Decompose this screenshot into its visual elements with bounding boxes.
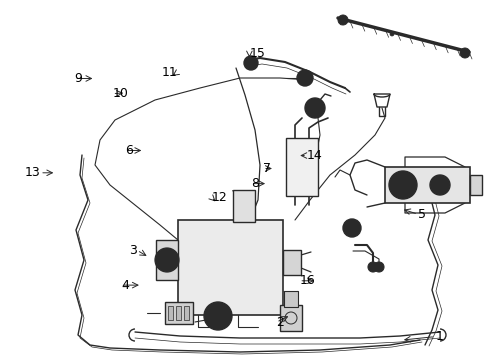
Text: 16: 16 (299, 274, 314, 287)
Circle shape (309, 103, 319, 113)
Circle shape (301, 74, 308, 82)
Text: 14: 14 (306, 149, 322, 162)
Bar (178, 220, 283, 315)
Circle shape (429, 175, 449, 195)
Text: 12: 12 (211, 191, 226, 204)
Bar (232, 190, 254, 222)
Text: 11: 11 (161, 66, 177, 79)
Circle shape (305, 98, 325, 118)
Circle shape (155, 248, 179, 272)
Circle shape (367, 262, 377, 272)
Bar (285, 138, 317, 196)
Bar (280, 305, 302, 331)
Bar (284, 291, 297, 307)
Circle shape (296, 70, 312, 86)
Bar (164, 302, 193, 324)
Circle shape (342, 219, 360, 237)
Bar (469, 175, 481, 195)
Circle shape (373, 262, 383, 272)
Circle shape (203, 302, 231, 330)
Text: 5: 5 (417, 208, 425, 221)
Text: 13: 13 (24, 166, 40, 179)
Bar (176, 306, 181, 320)
Bar (183, 306, 189, 320)
Bar (168, 306, 173, 320)
Text: 15: 15 (249, 47, 264, 60)
Circle shape (349, 226, 353, 230)
Bar (384, 167, 469, 203)
Text: 8: 8 (250, 177, 258, 190)
Circle shape (303, 76, 306, 80)
Circle shape (389, 32, 393, 36)
Text: 9: 9 (74, 72, 82, 85)
Text: 2: 2 (276, 316, 284, 329)
Text: 10: 10 (112, 87, 128, 100)
Circle shape (244, 56, 258, 70)
Text: 1: 1 (434, 330, 442, 343)
Circle shape (215, 313, 221, 319)
Text: 6: 6 (124, 144, 132, 157)
Bar (283, 250, 301, 275)
Circle shape (459, 48, 469, 58)
Circle shape (337, 15, 347, 25)
Bar (156, 240, 178, 280)
Text: 7: 7 (263, 162, 270, 175)
Circle shape (388, 171, 416, 199)
Circle shape (247, 60, 253, 66)
Text: 4: 4 (121, 279, 129, 292)
Text: 3: 3 (129, 244, 137, 257)
